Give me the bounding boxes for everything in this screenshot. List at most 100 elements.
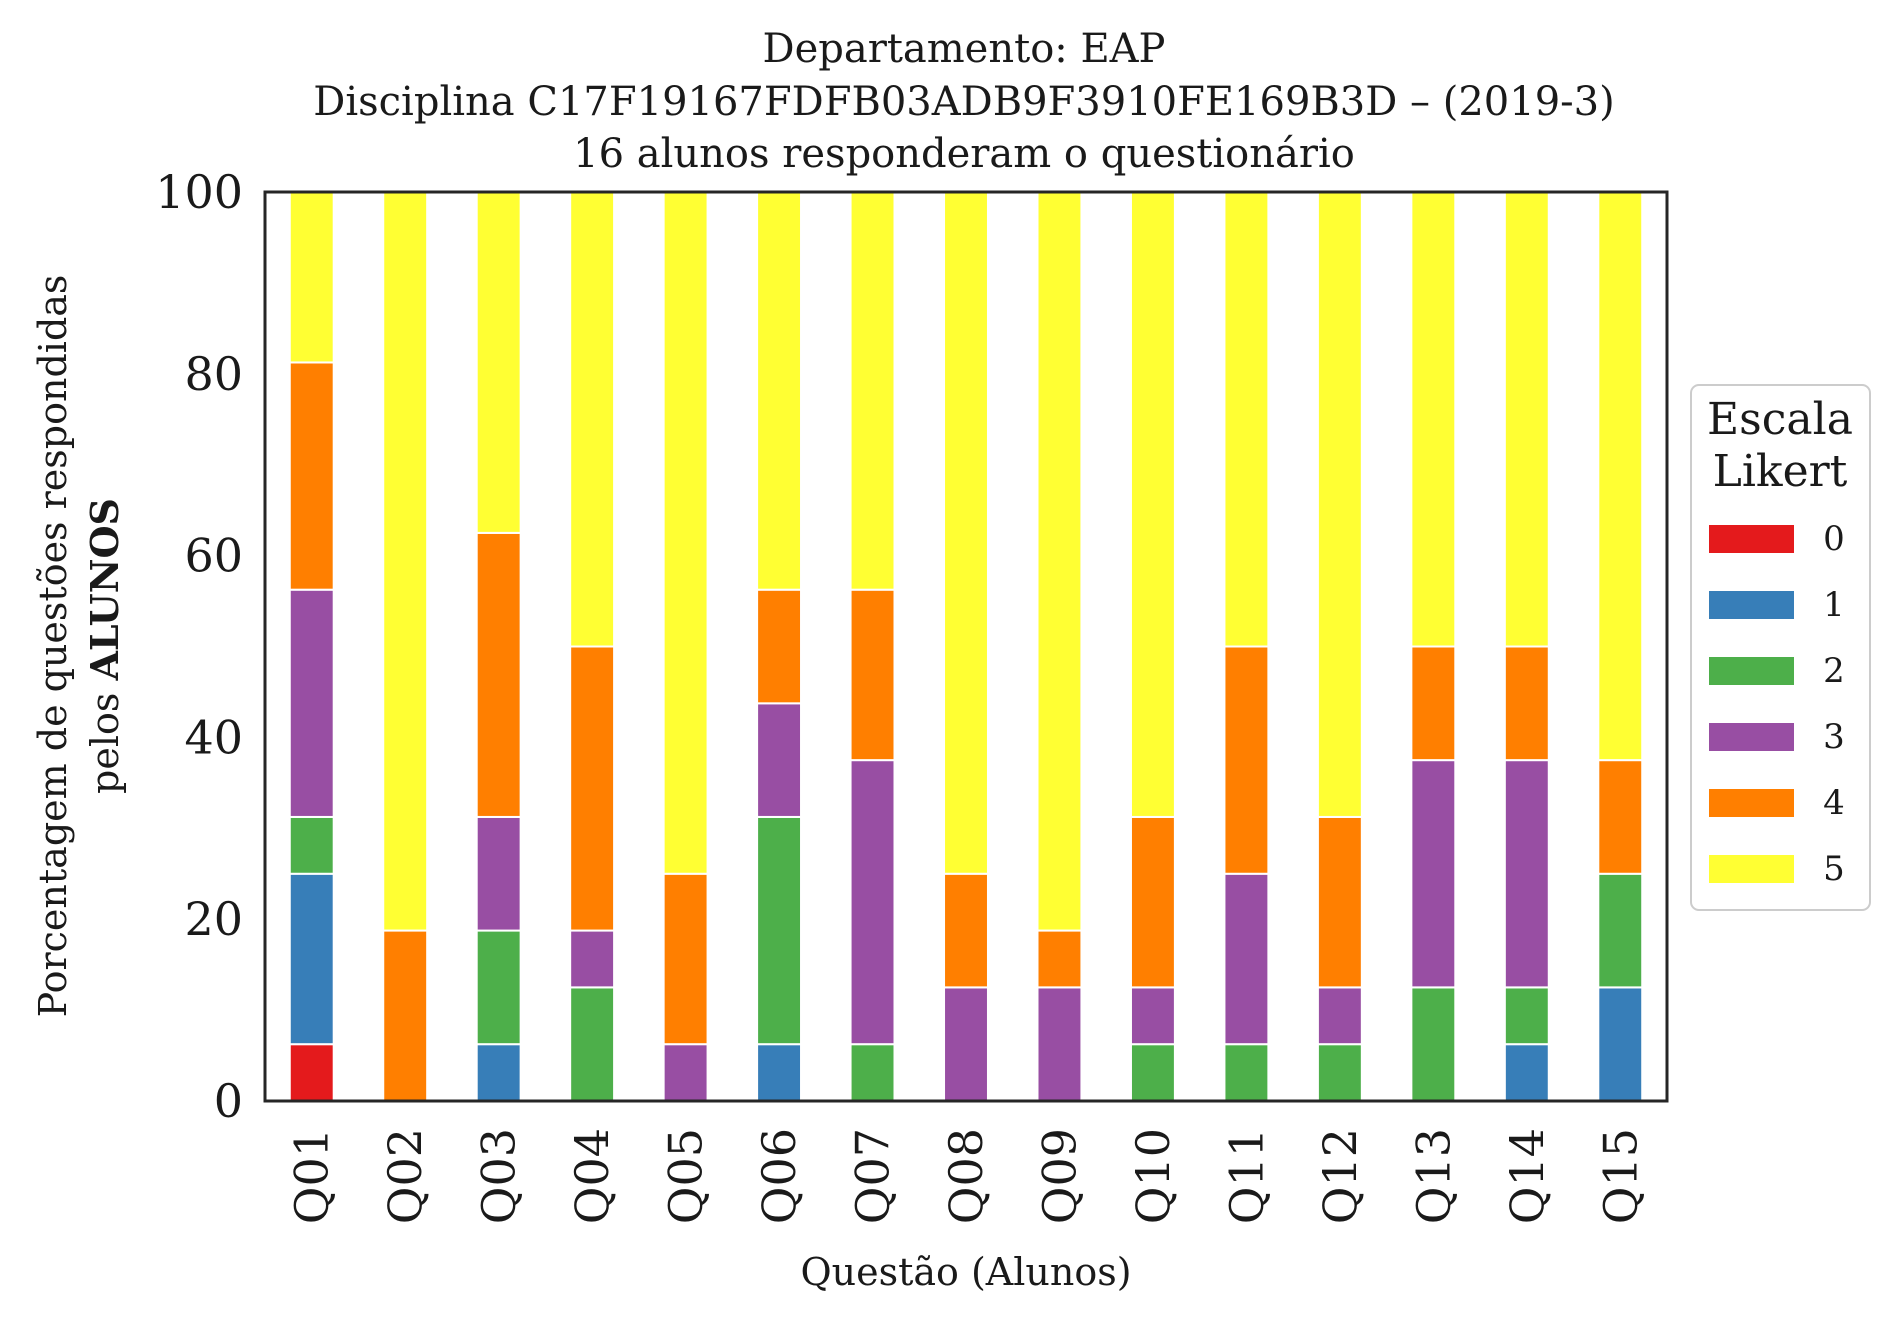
bar-q11-level-5 <box>1223 191 1270 648</box>
bar-q06-level-1 <box>756 1043 803 1102</box>
bar-q06-level-2 <box>756 815 803 1046</box>
bar-q02-level-4 <box>382 929 429 1102</box>
bar-q03-level-1 <box>475 1043 522 1102</box>
legend-label-2: 2 <box>1823 651 1845 691</box>
bar-q10-level-4 <box>1129 815 1176 989</box>
bar-q05-level-5 <box>662 191 709 875</box>
bar-q04-level-2 <box>569 986 616 1103</box>
legend-label-1: 1 <box>1823 585 1845 625</box>
bar-q05-level-3 <box>662 1043 709 1102</box>
bar-q02-level-5 <box>382 191 429 932</box>
y-tick-label: 20 <box>184 892 243 946</box>
bar-q15-level-2 <box>1597 872 1644 989</box>
legend-swatch-4 <box>1709 789 1794 817</box>
bar-q13-level-4 <box>1410 645 1457 762</box>
bar-q01-level-4 <box>288 361 335 591</box>
bar-q03-level-2 <box>475 929 522 1046</box>
bar-q07-level-5 <box>849 191 896 591</box>
bar-q10-level-3 <box>1129 986 1176 1046</box>
bar-q01-level-1 <box>288 872 335 1046</box>
y-axis-label-line-2: pelos ALUNOS <box>82 498 127 794</box>
x-tick-label: Q13 <box>1406 1128 1460 1224</box>
y-axis-label-line-1: Porcentagem de questões respondidas <box>31 275 75 1018</box>
bar-q12-level-5 <box>1316 191 1363 818</box>
bar-q12-level-4 <box>1316 815 1363 989</box>
bar-q09-level-3 <box>1036 986 1083 1103</box>
bar-q10-level-5 <box>1129 191 1176 818</box>
x-tick-label: Q09 <box>1032 1128 1086 1224</box>
bar-q08-level-3 <box>943 986 989 1103</box>
legend-title-line-1: Escala <box>1707 394 1853 445</box>
x-tick-label: Q12 <box>1313 1128 1367 1224</box>
bar-q04-level-4 <box>569 645 616 932</box>
legend-label-0: 0 <box>1823 519 1845 559</box>
bar-q13-level-3 <box>1410 759 1457 989</box>
bar-q11-level-3 <box>1223 872 1270 1046</box>
bar-q09-level-4 <box>1036 929 1083 989</box>
bar-q06-level-4 <box>756 588 803 705</box>
legend-label-4: 4 <box>1823 783 1845 823</box>
bar-q03-level-4 <box>475 531 522 818</box>
y-axis-label-bold: ALUNOS <box>82 498 127 682</box>
x-tick-label: Q01 <box>285 1128 339 1224</box>
bar-q04-level-3 <box>569 929 616 989</box>
legend-items: 0 1 2 3 4 5 <box>1709 519 1845 889</box>
legend-box <box>1690 384 1871 911</box>
bar-q14-level-1 <box>1503 1043 1550 1102</box>
x-tick-label: Q15 <box>1593 1128 1647 1224</box>
bar-q05-level-4 <box>662 872 709 1046</box>
x-tick-label: Q14 <box>1500 1128 1554 1224</box>
bar-q10-level-2 <box>1129 1043 1176 1102</box>
legend-swatch-3 <box>1709 723 1794 751</box>
x-tick-label: Q04 <box>565 1128 619 1224</box>
legend-swatch-1 <box>1709 591 1794 619</box>
y-tick-label: 80 <box>184 347 243 401</box>
x-tick-label: Q07 <box>846 1128 900 1224</box>
bar-q06-level-5 <box>756 191 803 591</box>
bar-q14-level-5 <box>1503 191 1550 648</box>
bars-layer <box>288 191 1644 1103</box>
x-tick-label: Q03 <box>472 1128 526 1224</box>
x-tick-label: Q05 <box>659 1128 713 1224</box>
x-axis-ticks: Q01 Q02 Q03 Q04 Q05 Q06 Q07 Q08 Q09 Q10 Q11 Q12 Q13 Q… <box>285 1128 1648 1224</box>
bar-q15-level-5 <box>1597 191 1644 762</box>
bar-q15-level-4 <box>1597 759 1644 875</box>
chart-title: Departamento: EAP Disciplina C17F19167FD… <box>313 26 1614 177</box>
bar-q07-level-4 <box>849 588 896 762</box>
bar-q04-level-5 <box>569 191 616 648</box>
bar-q03-level-3 <box>475 815 522 932</box>
bar-q03-level-5 <box>475 191 522 534</box>
x-tick-label: Q02 <box>378 1128 432 1224</box>
bar-q01-level-2 <box>288 815 335 875</box>
bar-q14-level-3 <box>1503 759 1550 989</box>
bar-q08-level-5 <box>943 191 989 875</box>
legend: Escala Likert 0 1 2 3 4 5 <box>1690 384 1871 911</box>
x-tick-label: Q06 <box>752 1128 806 1224</box>
bar-q07-level-3 <box>849 759 896 1046</box>
bar-q07-level-2 <box>849 1043 896 1102</box>
title-line-1: Departamento: EAP <box>763 26 1166 72</box>
bar-q13-level-2 <box>1410 986 1457 1103</box>
y-tick-label: 0 <box>214 1074 243 1128</box>
x-tick-label: Q10 <box>1126 1128 1180 1224</box>
bar-q12-level-2 <box>1316 1043 1363 1102</box>
title-line-3: 16 alunos responderam o questionário <box>573 131 1355 177</box>
bar-q12-level-3 <box>1316 986 1363 1046</box>
y-tick-label: 100 <box>155 165 243 219</box>
y-axis-label-prefix: pelos <box>83 681 127 794</box>
bar-q14-level-4 <box>1503 645 1550 762</box>
bar-q08-level-4 <box>943 872 989 989</box>
bar-q11-level-2 <box>1223 1043 1270 1102</box>
y-axis-ticks: 0 20 40 60 80 100 <box>155 165 243 1128</box>
bar-q15-level-1 <box>1597 986 1644 1103</box>
legend-label-5: 5 <box>1823 849 1845 889</box>
bar-q06-level-3 <box>756 702 803 818</box>
y-tick-label: 60 <box>184 529 243 583</box>
legend-swatch-5 <box>1709 855 1794 883</box>
x-tick-label: Q11 <box>1219 1128 1273 1224</box>
y-axis-label: Porcentagem de questões respondidas pelo… <box>31 275 127 1018</box>
y-tick-label: 40 <box>184 710 243 764</box>
legend-label-3: 3 <box>1823 717 1845 757</box>
legend-swatch-0 <box>1709 525 1794 553</box>
